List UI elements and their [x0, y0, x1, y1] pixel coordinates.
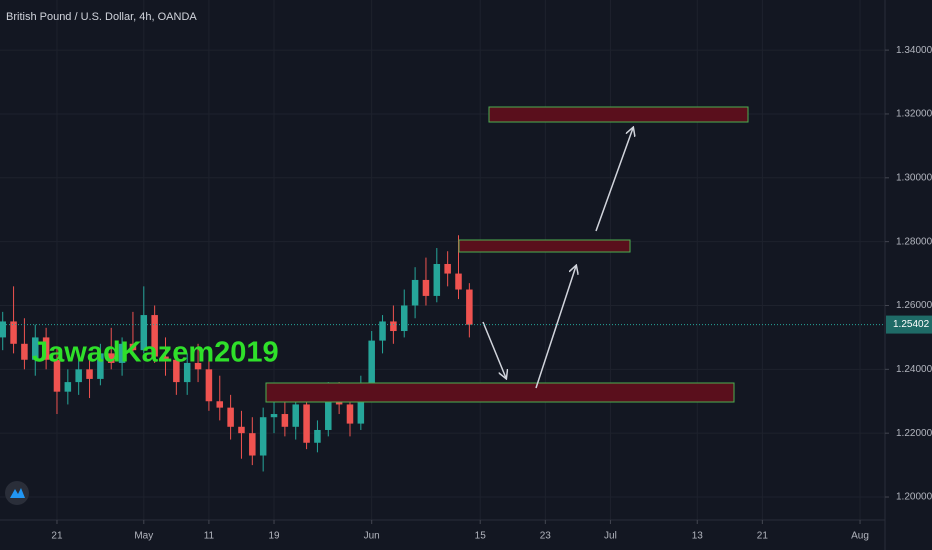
- candle-body: [227, 407, 234, 427]
- x-tick-label: Aug: [851, 531, 869, 542]
- candle-body: [129, 343, 137, 351]
- candle-body: [53, 359, 61, 392]
- candle-body: [173, 359, 180, 383]
- x-tick-label: 11: [204, 531, 215, 542]
- candle-body: [42, 337, 50, 360]
- y-tick-label: 1.30000: [896, 172, 932, 183]
- axes: 1.20000 1.22000 1.24000 1.26000 1.28000 1.300…: [0, 45, 932, 542]
- x-tick-label: Jun: [364, 531, 380, 542]
- candle-body: [390, 321, 397, 332]
- candle-body: [455, 273, 462, 290]
- candle-body: [75, 369, 82, 383]
- y-tick-label: 1.24000: [896, 364, 932, 375]
- candle-body: [357, 385, 365, 424]
- x-tick-label: 21: [757, 531, 769, 542]
- candle-body: [325, 391, 332, 430]
- candle-body: [151, 315, 158, 357]
- candle-body: [32, 337, 39, 360]
- x-tick-label: 15: [475, 531, 487, 542]
- candle-body: [205, 369, 213, 402]
- candle-body: [303, 404, 310, 443]
- candle-body: [10, 321, 17, 344]
- y-tick-label: 1.28000: [896, 236, 932, 247]
- candle-body: [368, 340, 375, 386]
- drawings: [265, 106, 749, 403]
- watermark: JawadKazem2019: [32, 337, 279, 369]
- x-tick-label: 21: [51, 531, 63, 542]
- x-tick-label: 13: [692, 531, 704, 542]
- y-tick-label: 1.22000: [896, 428, 932, 439]
- last-price-box: [886, 315, 932, 334]
- candle-body: [292, 404, 299, 427]
- candle-body: [281, 414, 289, 427]
- x-tick-label: 23: [540, 531, 552, 542]
- candle-body: [433, 263, 441, 296]
- zone: [488, 106, 749, 123]
- candle-body: [249, 433, 256, 456]
- candle-body: [259, 417, 267, 456]
- logo-icon: [10, 488, 25, 498]
- candle-body: [183, 362, 191, 383]
- candle-body: [346, 404, 354, 424]
- x-tick-label: Jul: [604, 531, 617, 542]
- y-tick-label: 1.26000: [896, 300, 932, 311]
- candle-body: [194, 362, 202, 370]
- candle-body: [64, 382, 72, 392]
- candle-body: [162, 356, 169, 360]
- zone: [265, 382, 735, 403]
- candle-body: [118, 343, 126, 363]
- candle-body: [140, 315, 148, 351]
- candle-body: [400, 305, 408, 332]
- candle-body: [0, 321, 6, 338]
- candle-body: [86, 369, 93, 379]
- candle-body: [270, 414, 278, 418]
- arrow: [595, 128, 633, 232]
- candles: [0, 235, 473, 472]
- candle-body: [238, 426, 245, 434]
- chart-title: British Pound / U.S. Dollar, 4h, OANDA: [6, 11, 197, 23]
- candle-body: [379, 321, 386, 341]
- arrow: [482, 321, 506, 378]
- candle-body: [314, 429, 321, 443]
- candle-body: [466, 289, 473, 325]
- candle-body: [97, 353, 104, 379]
- x-tick-label: May: [134, 531, 153, 542]
- grid: [0, 0, 885, 520]
- candle-body: [21, 343, 28, 360]
- y-tick-label: 1.32000: [896, 109, 932, 120]
- arrow: [535, 266, 576, 389]
- y-tick-label: 1.20000: [896, 492, 932, 503]
- y-tick-label: 1.34000: [896, 45, 932, 56]
- zone: [458, 239, 631, 253]
- candle-body: [422, 279, 430, 296]
- candle-body: [216, 401, 224, 408]
- candle-body: [107, 353, 115, 363]
- candle-body: [444, 263, 451, 274]
- x-tick-label: 19: [268, 531, 280, 542]
- candle-body: [411, 279, 419, 306]
- last-price-label: 1.25402: [893, 319, 930, 330]
